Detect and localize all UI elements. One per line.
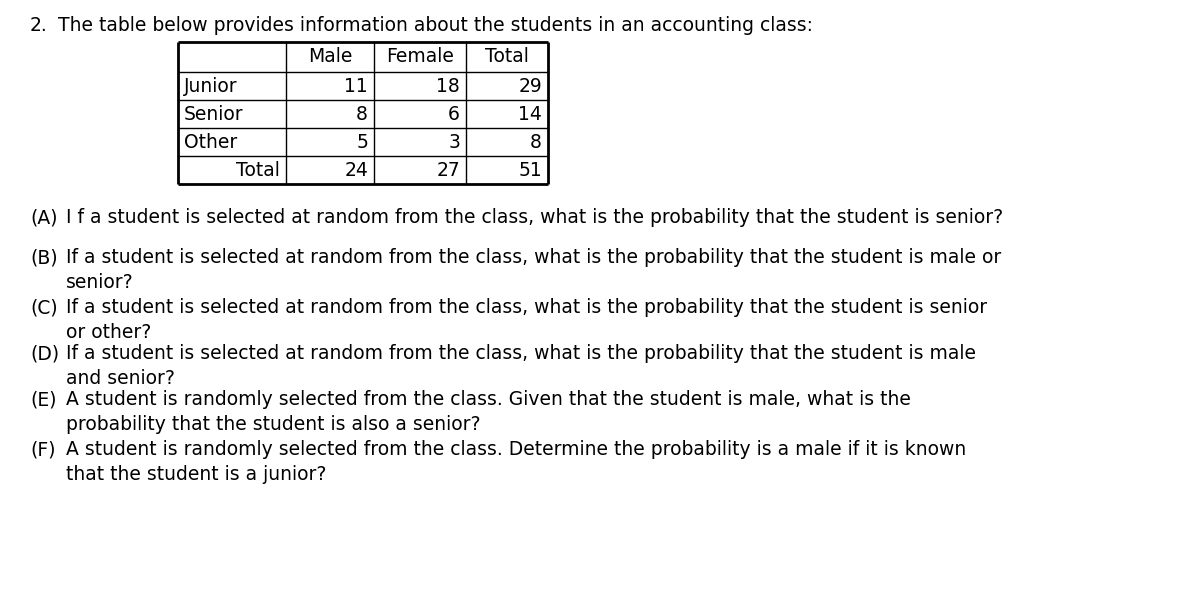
Text: 18: 18	[437, 76, 460, 96]
Text: 6: 6	[448, 104, 460, 124]
Text: Total: Total	[236, 161, 280, 179]
Text: Total: Total	[485, 47, 529, 67]
Text: 51: 51	[518, 161, 542, 179]
Text: A student is randomly selected from the class. Determine the probability is a ma: A student is randomly selected from the …	[66, 440, 966, 484]
Text: Junior: Junior	[184, 76, 238, 96]
Text: The table below provides information about the students in an accounting class:: The table below provides information abo…	[58, 16, 814, 35]
Text: Other: Other	[184, 133, 238, 152]
Text: 29: 29	[518, 76, 542, 96]
Text: 24: 24	[344, 161, 368, 179]
Text: 8: 8	[530, 133, 542, 152]
Text: (E): (E)	[30, 390, 56, 409]
Text: (A): (A)	[30, 208, 58, 227]
Text: 5: 5	[356, 133, 368, 152]
Text: 11: 11	[344, 76, 368, 96]
Text: If a student is selected at random from the class, what is the probability that : If a student is selected at random from …	[66, 248, 1001, 292]
Text: 27: 27	[437, 161, 460, 179]
Text: Male: Male	[308, 47, 352, 67]
Text: (B): (B)	[30, 248, 58, 267]
Text: 14: 14	[518, 104, 542, 124]
Text: Senior: Senior	[184, 104, 244, 124]
Text: A student is randomly selected from the class. Given that the student is male, w: A student is randomly selected from the …	[66, 390, 911, 434]
Text: 3: 3	[448, 133, 460, 152]
Text: I f a student is selected at random from the class, what is the probability that: I f a student is selected at random from…	[66, 208, 1003, 227]
Text: (D): (D)	[30, 344, 59, 363]
Text: If a student is selected at random from the class, what is the probability that : If a student is selected at random from …	[66, 298, 988, 342]
Text: If a student is selected at random from the class, what is the probability that : If a student is selected at random from …	[66, 344, 976, 388]
Text: 2.: 2.	[30, 16, 48, 35]
Text: (C): (C)	[30, 298, 58, 317]
Text: (F): (F)	[30, 440, 55, 459]
Text: 8: 8	[356, 104, 368, 124]
Text: Female: Female	[386, 47, 454, 67]
